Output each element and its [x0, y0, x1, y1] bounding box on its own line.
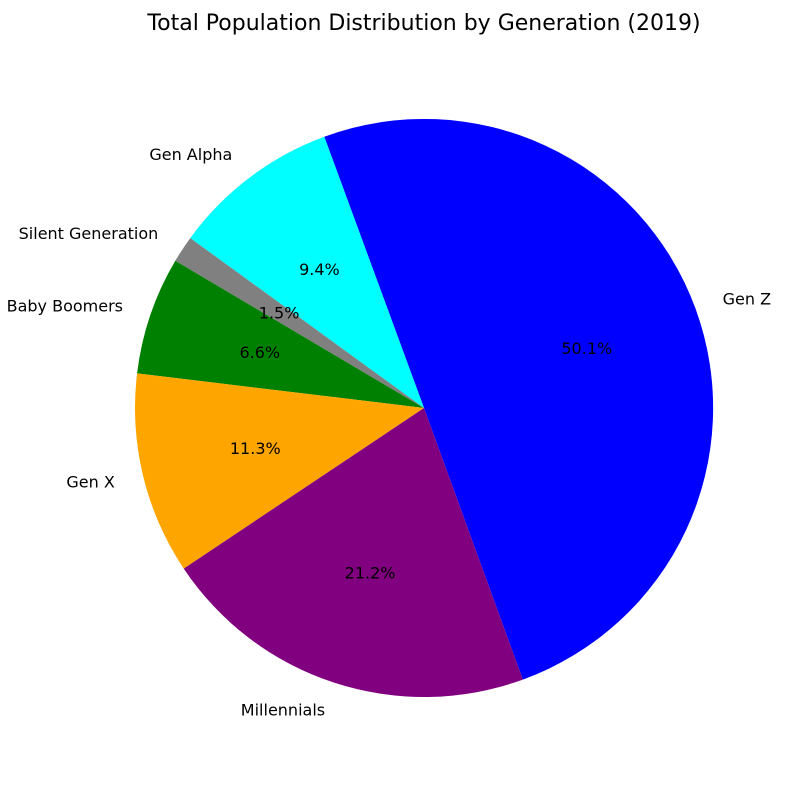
- pie-slice-gen-alpha: [190, 136, 424, 409]
- pie-slice-baby-boomers: [137, 260, 424, 408]
- pct-label-gen-z: 50.1%: [561, 339, 612, 358]
- category-label-millennials: Millennials: [241, 701, 325, 720]
- pie-slice-gen-x: [134, 373, 424, 569]
- category-label-silent-generation: Silent Generation: [19, 224, 159, 243]
- pie-slice-silent-generation: [175, 238, 424, 408]
- pie-slice-millennials: [183, 408, 523, 697]
- pct-label-gen-alpha: 9.4%: [299, 260, 340, 279]
- category-label-gen-alpha: Gen Alpha: [149, 145, 232, 164]
- chart-title: Total Population Distribution by Generat…: [146, 11, 700, 36]
- category-label-baby-boomers: Baby Boomers: [7, 296, 123, 315]
- pie-slices: [134, 118, 714, 697]
- pct-label-gen-x: 11.3%: [230, 439, 281, 458]
- category-label-gen-x: Gen X: [66, 472, 114, 491]
- category-label-gen-z: Gen Z: [723, 289, 771, 308]
- pie-slice-gen-z: [324, 118, 714, 680]
- pct-label-silent-generation: 1.5%: [259, 303, 300, 322]
- pie-labels: 50.1% Gen Z 9.4% Gen Alpha 1.5% Silent Genera…: [7, 145, 771, 720]
- pct-label-millennials: 21.2%: [345, 563, 396, 582]
- pct-label-baby-boomers: 6.6%: [239, 343, 280, 362]
